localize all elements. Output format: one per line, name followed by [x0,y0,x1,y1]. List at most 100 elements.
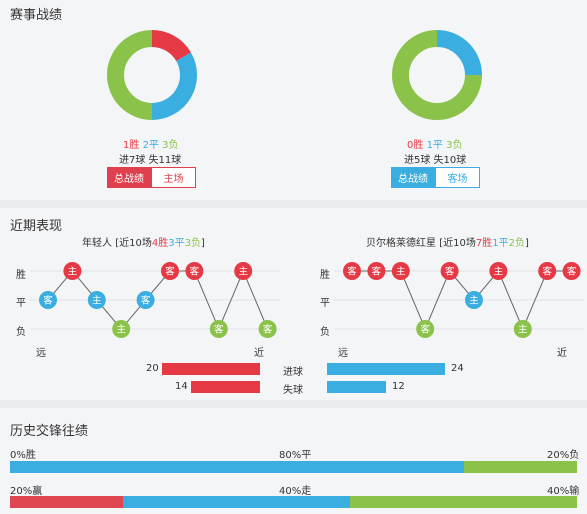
right-summary-prefix: [近10场 [439,238,476,249]
left-near-label: 近 [254,348,264,359]
left-home-button[interactable]: 主场 [151,167,196,188]
right-row-label-win: 胜 [320,270,330,281]
left-form-match-marker [112,320,131,338]
h2h-title: 历史交锋往绩 [10,424,89,439]
left-form-match-marker [136,291,155,309]
right-away-button[interactable]: 客场 [435,167,480,188]
left-form-match-marker [234,262,253,280]
right-form-match-venue: 客 [567,266,577,278]
left-form-match-venue: 主 [238,266,248,278]
right-record-wdl: 0胜 1平 3负 [407,136,463,151]
right-form-match-venue: 主 [396,266,406,278]
right-form-match-venue: 主 [494,266,504,278]
left-form-match-marker [209,320,228,338]
right-goals: 进5球 失10球 [404,155,467,166]
right-form-match-venue: 客 [347,266,357,278]
left-goals: 进7球 失11球 [119,155,182,166]
left-form-match-venue: 客 [165,266,175,278]
left-form-match-marker [87,291,106,309]
left-form-match-venue: 客 [214,324,224,336]
right-form-match-venue: 客 [372,266,382,278]
left-donut-loss-slice [107,30,153,120]
right-record-donut [392,30,482,120]
recent-panel: 近期表现 年轻人 [近10场4胜3平3负] 贝尔格莱德红星 [近10场7胜1平2… [0,208,587,400]
left-form-match-venue: 主 [116,324,126,336]
right-form-match-marker [538,262,557,280]
left-form-match-marker [258,320,277,338]
left-summary-draws: 3平 [168,238,185,249]
left-team-name: 年轻人 [82,238,112,249]
left-losses: 3负 [162,140,179,151]
right-donut-draw-slice [436,30,482,76]
right-form-match-marker [465,291,483,309]
h2h-row1-bar [10,461,577,473]
right-summary-draws: 1平 [492,238,509,249]
left-form-match-venue: 客 [141,295,151,307]
right-form-match-venue: 主 [518,324,528,336]
right-near-label: 近 [557,348,567,359]
right-conceded-value: 12 [392,381,405,392]
h2h-row1-win-label: 0%胜 [10,450,36,461]
right-form-match-marker [489,262,508,280]
left-wins: 1胜 [123,140,140,151]
h2h-panel: 历史交锋往绩 0%胜 80%平 20%负 20%赢 40%走 40%输 [0,408,587,514]
left-team-summary: 年轻人 [近10场4胜3平3负] [82,234,205,249]
left-form-match-marker [39,291,57,309]
right-wins: 0胜 [407,140,424,151]
left-scored-bar [162,363,260,375]
right-form-match-venue: 客 [542,266,552,278]
right-team-name: 贝尔格莱德红星 [366,238,436,249]
right-all-record-button[interactable]: 总战绩 [391,167,435,188]
right-summary-close: ] [524,238,529,249]
right-form-match-marker [513,320,532,338]
left-conceded-bar [191,381,260,393]
h2h-row2-draw-segment [123,496,351,508]
left-form-match-venue: 主 [92,295,102,307]
scored-label: 进球 [283,367,303,378]
h2h-row1-loss-segment [463,461,577,473]
right-draws: 1平 [426,140,443,151]
right-form-match-venue: 主 [469,295,479,307]
right-conceded-bar [327,381,386,393]
right-scored-bar [327,363,445,375]
left-summary-losses: 3负 [184,238,201,249]
left-donut-draw-slice [151,52,197,120]
left-summary-prefix: [近10场 [115,238,152,249]
right-form-match-marker [562,262,581,280]
h2h-row2-win-label: 20%赢 [10,486,43,497]
h2h-row1-draw-segment [10,461,464,473]
right-row-label-loss: 负 [320,327,330,338]
left-donut-win-slice [151,30,191,62]
left-form-match-venue: 客 [43,295,53,307]
right-form-chart: 客客主客客主主主客客 [334,262,584,338]
left-draws: 2平 [142,140,159,151]
right-form-match-marker [367,262,386,280]
left-form-match-marker [185,262,204,280]
left-conceded-value: 14 [175,381,188,392]
h2h-row2-bar [10,496,577,508]
h2h-row2-win-segment [10,496,124,508]
right-form-match-marker [416,320,435,338]
right-donut-loss-slice [392,30,482,120]
record-panel: 赛事战绩 1胜 2平 3负 进7球 失11球 总战绩 主场 0胜 1平 3负 进… [0,0,587,200]
left-scored-value: 20 [146,363,159,374]
left-summary-wins: 4胜 [151,238,169,249]
left-row-label-loss: 负 [16,327,26,338]
left-form-match-marker [161,262,179,280]
right-row-label-draw: 平 [320,298,330,309]
record-title: 赛事战绩 [10,8,63,23]
right-team-summary: 贝尔格莱德红星 [近10场7胜1平2负] [366,234,529,249]
right-losses: 3负 [446,140,463,151]
left-record-donut [107,30,197,120]
left-all-record-button[interactable]: 总战绩 [107,167,151,188]
left-form-trend-line [47,269,269,331]
left-record-wdl: 1胜 2平 3负 [123,136,179,151]
left-far-label: 远 [36,348,46,359]
h2h-row2-draw-label: 40%走 [279,486,312,497]
h2h-row2-loss-segment [350,496,577,508]
conceded-label: 失球 [283,385,303,396]
right-form-match-marker [343,262,361,280]
h2h-row1-draw-label: 80%平 [279,450,312,461]
right-scored-value: 24 [451,363,464,374]
